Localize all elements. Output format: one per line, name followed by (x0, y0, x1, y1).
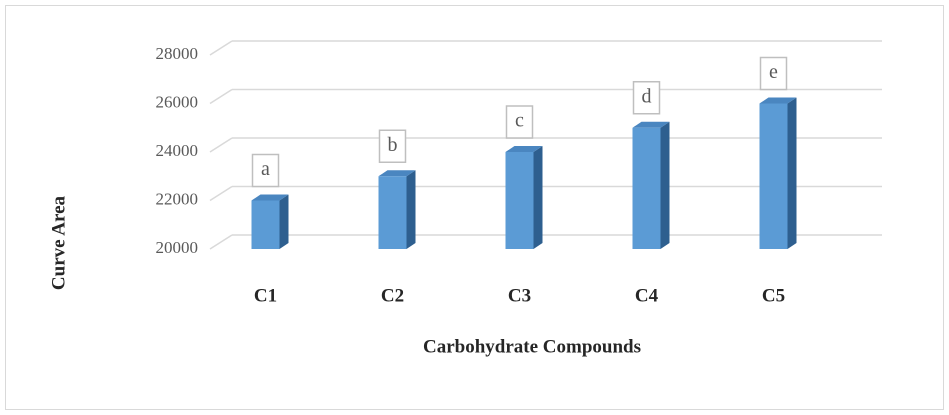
annotation-box (632, 81, 661, 115)
grid-line (209, 137, 233, 153)
bar-top (378, 170, 416, 177)
bar (759, 103, 788, 249)
y-axis-title: Curve Area (48, 195, 69, 290)
annotation: c (515, 110, 524, 132)
x-tick-label: C5 (762, 285, 785, 306)
annotation: e (769, 61, 778, 83)
bar-side (660, 121, 670, 249)
y-tick-label: 28000 (156, 44, 199, 63)
grid-line (209, 234, 233, 250)
annotation: b (388, 134, 398, 156)
bar-top (251, 194, 289, 201)
x-axis-title: Carbohydrate Compounds (423, 336, 641, 357)
x-tick-label: C3 (508, 285, 531, 306)
bar-side (406, 170, 416, 249)
bar-top (632, 121, 670, 128)
annotation-box (378, 129, 407, 163)
y-tick-label: 20000 (156, 238, 199, 257)
bar (378, 176, 407, 249)
annotation-box (505, 105, 534, 139)
bar-side (279, 194, 289, 249)
y-tick-label: 26000 (156, 92, 199, 111)
grid-line (209, 40, 233, 56)
bar (505, 152, 534, 249)
bar (632, 127, 661, 249)
annotation-box (251, 153, 280, 188)
x-tick-label: C2 (381, 285, 404, 306)
annotation: d (642, 85, 652, 107)
x-tick-label: C4 (635, 285, 659, 306)
bar-side (533, 146, 543, 249)
grid-line (209, 88, 233, 105)
bar-side (787, 97, 797, 249)
y-tick-label: 24000 (156, 141, 199, 160)
bar-top (759, 97, 797, 104)
grid-line (209, 185, 233, 202)
y-tick-label: 22000 (156, 189, 199, 208)
bar (251, 200, 280, 249)
annotation-box (759, 56, 788, 91)
x-tick-label: C1 (254, 285, 277, 306)
bar-top (505, 146, 543, 152)
annotation: a (261, 158, 270, 180)
